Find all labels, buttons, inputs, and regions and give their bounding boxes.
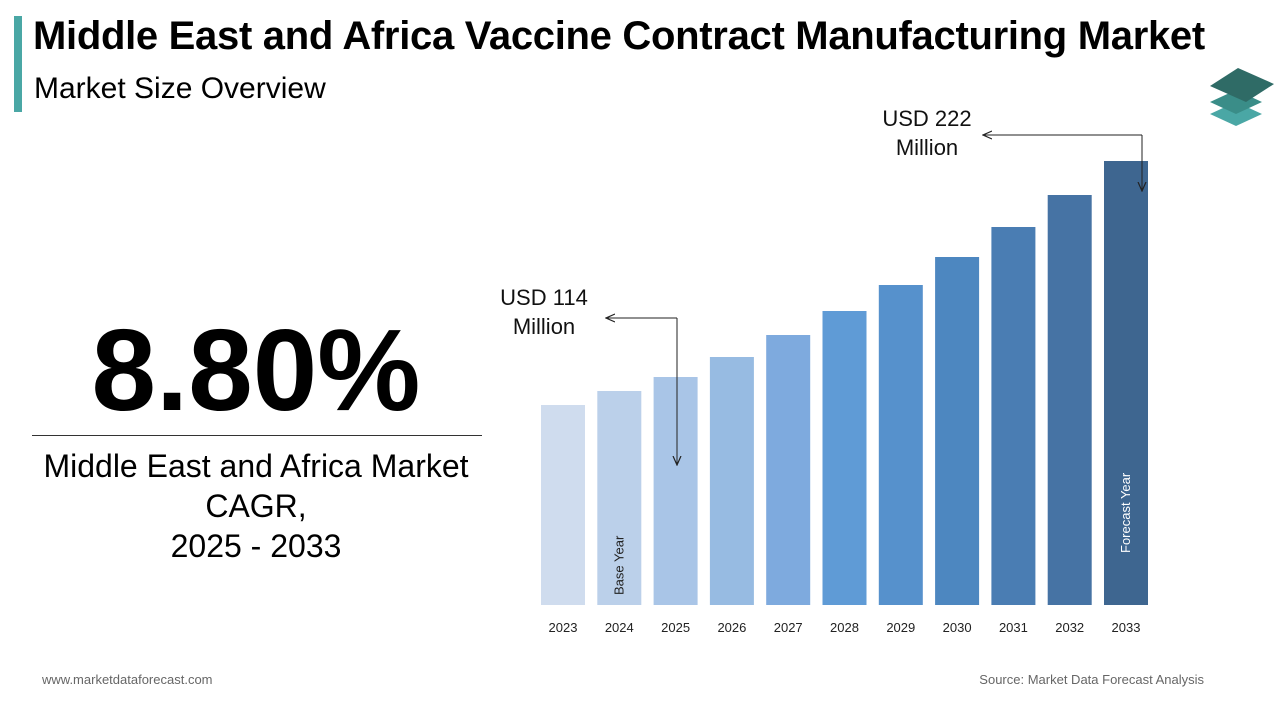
cagr-value: 8.80% (91, 305, 421, 435)
tick-label-2026: 2026 (717, 620, 746, 635)
annotation-0-line1: USD 114 (500, 285, 588, 310)
bar-2033 (1104, 161, 1148, 605)
layers-logo-icon (1210, 68, 1274, 126)
bar-2031 (991, 227, 1036, 605)
tick-label-2033: 2033 (1112, 620, 1141, 635)
annotation-1: USD 222 Million (882, 106, 1142, 191)
footer-source: Source: Market Data Forecast Analysis (979, 672, 1204, 687)
bar-label-0: Base Year (611, 535, 626, 595)
accent-bar (14, 16, 22, 112)
annotation-0: USD 114 Million (500, 285, 677, 465)
tick-label-2027: 2027 (774, 620, 803, 635)
bar-2030 (935, 257, 980, 605)
tick-label-2028: 2028 (830, 620, 859, 635)
cagr-label-line-1: Middle East and Africa Market (43, 448, 469, 484)
bar-2029 (878, 285, 923, 605)
tick-label-2031: 2031 (999, 620, 1028, 635)
footer-website: www.marketdataforecast.com (42, 672, 213, 687)
bar-2032 (1047, 195, 1092, 605)
tick-label-2029: 2029 (886, 620, 915, 635)
page-title: Middle East and Africa Vaccine Contract … (33, 14, 1205, 58)
tick-label-2025: 2025 (661, 620, 690, 635)
divider (32, 435, 482, 436)
bar-2026 (709, 357, 754, 605)
cagr-label: Middle East and Africa Market CAGR, 2025… (32, 446, 480, 566)
cagr-label-line-3: 2025 - 2033 (170, 528, 342, 564)
page-subtitle: Market Size Overview (34, 72, 326, 105)
bar-2028 (822, 311, 867, 605)
tick-label-2032: 2032 (1055, 620, 1084, 635)
cagr-label-line-2: CAGR, (205, 488, 307, 524)
tick-label-2024: 2024 (605, 620, 634, 635)
bar-2027 (766, 335, 811, 605)
tick-label-2030: 2030 (943, 620, 972, 635)
annotation-1-line1: USD 222 (882, 106, 971, 131)
annotation-1-line2: Million (896, 135, 958, 160)
bar-2023 (541, 405, 585, 605)
bar-2025 (653, 377, 698, 605)
tick-label-2023: 2023 (549, 620, 578, 635)
bar-2024 (597, 391, 642, 605)
annotation-0-line2: Million (513, 314, 575, 339)
bar-label-1: Forecast Year (1118, 472, 1133, 553)
